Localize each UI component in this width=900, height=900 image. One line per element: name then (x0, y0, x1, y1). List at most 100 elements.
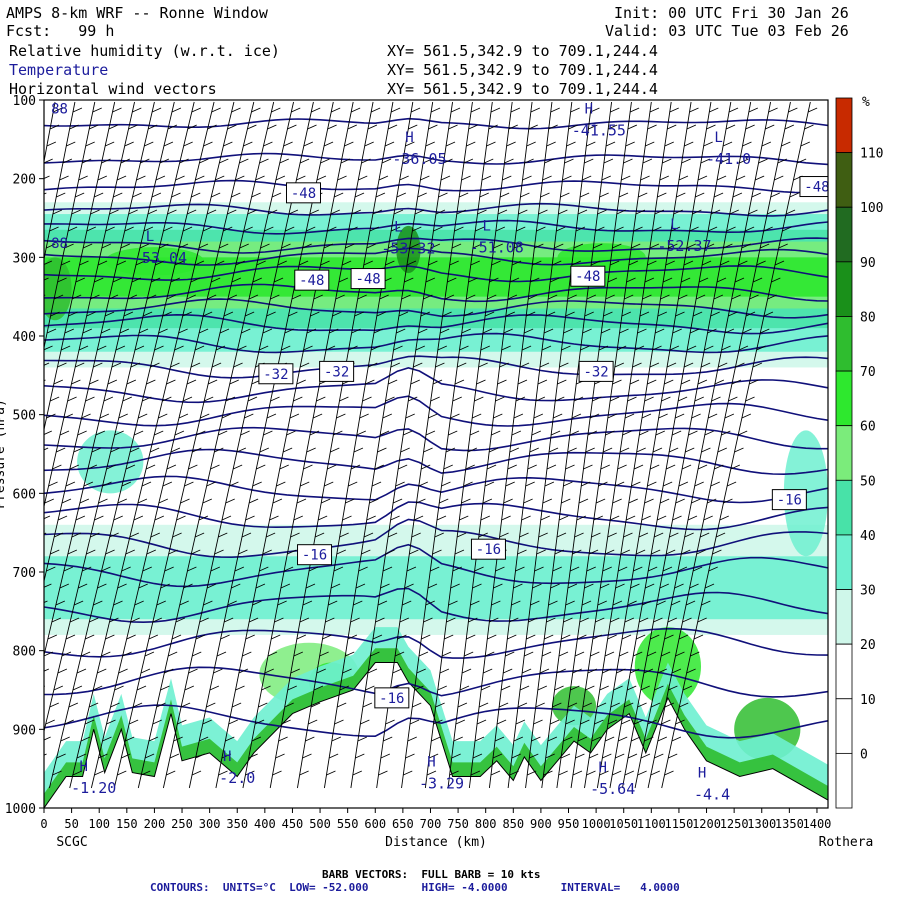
wind-barb-flag (491, 430, 501, 436)
wind-barb-flag (435, 702, 445, 708)
wind-barb-flag (741, 413, 752, 419)
wind-barb-flag (689, 328, 700, 334)
wind-barb-flag (162, 396, 172, 402)
wind-barb-flag (552, 702, 562, 708)
wind-barb-flag (89, 124, 99, 130)
contour-label-box (470, 538, 506, 560)
wind-barb-flag (175, 175, 185, 181)
wind-barb-flag (588, 753, 599, 759)
wind-barb-flag (738, 260, 748, 266)
temperature-contour (44, 543, 828, 588)
wind-barb-flag (448, 430, 458, 436)
wind-barb-flag (94, 277, 104, 283)
wind-barb-flag (469, 430, 480, 436)
wind-barb-flag (344, 141, 354, 147)
wind-barb-flag (624, 617, 635, 623)
wind-barb-flag (561, 634, 571, 640)
y-tick-label: 1000 (5, 802, 36, 817)
wind-barb-flag (472, 243, 483, 249)
wind-barb-flag (565, 600, 575, 606)
temperature-contour (44, 237, 828, 254)
wind-barb-flag (605, 430, 615, 436)
wind-barb-flag (155, 175, 166, 181)
wind-barb-flag (678, 481, 689, 487)
extremum-kind: H (698, 765, 706, 781)
wind-barb-flag (272, 770, 282, 776)
wind-barb-flag (672, 515, 682, 521)
wind-barb-flag (425, 430, 436, 436)
wind-barb-flag (360, 719, 370, 725)
wind-barb-flag (380, 753, 391, 759)
wind-barb-flag (71, 294, 82, 300)
wind-barb-flag (342, 515, 352, 521)
wind-barb-flag (519, 362, 530, 368)
wind-barb-flag (276, 481, 286, 487)
wind-barb-flag (630, 668, 640, 674)
wind-barb-flag (563, 328, 573, 334)
wind-barb-flag (574, 532, 584, 538)
wind-barb-flag (378, 770, 388, 776)
wind-barb-flag (281, 243, 291, 249)
wind-barb-flag (537, 685, 548, 691)
contour-label-box (285, 182, 321, 204)
wind-barb-flag (760, 328, 770, 334)
wind-barb-flag (480, 345, 490, 351)
wind-barb-flag (534, 243, 544, 249)
wind-barb-flag (82, 328, 93, 334)
wind-barb-flag (521, 515, 531, 521)
wind-barb-flag (202, 719, 212, 725)
wind-barb-flag (342, 668, 352, 674)
wind-barb-flag (538, 532, 548, 538)
wind-barb-flag (339, 685, 350, 691)
wind-barb-flag (385, 260, 395, 266)
wind-barb-flag (270, 294, 280, 300)
right-endpoint-label: Rothera (819, 835, 874, 850)
wind-barb-flag (700, 158, 711, 164)
wind-barb-flag (211, 107, 221, 113)
wind-barb-flag (287, 685, 297, 691)
wind-barb-flag (350, 107, 361, 113)
x-tick-label: 650 (392, 817, 414, 831)
wind-barb-flag (529, 753, 539, 759)
wind-barb-flag (664, 770, 674, 776)
wind-barb-flag (358, 175, 368, 181)
contour-label-box (294, 269, 330, 291)
wind-barb-flag (46, 566, 56, 572)
wind-barb-flag (528, 294, 538, 300)
wind-barb-flag (646, 651, 657, 657)
wind-barb-flag (664, 702, 675, 708)
colorbar-segment (835, 589, 853, 645)
wind-barb-flag (535, 396, 546, 402)
wind-barb-flag (672, 328, 682, 334)
wind-barb-flag (728, 396, 738, 402)
temperature-contour (44, 298, 828, 319)
wind-barb-flag (48, 481, 58, 487)
wind-barb-flag (505, 481, 515, 487)
wind-barb-flag (6, 363, 15, 367)
extremum-value: -5.64 (590, 780, 635, 798)
wind-barb-flag (78, 175, 88, 181)
wind-barb-flag (461, 175, 471, 181)
wind-barb-flag (704, 345, 714, 351)
wind-barb-flag (492, 753, 503, 759)
wind-barb-flag (108, 294, 119, 300)
wind-barb-flag (229, 481, 239, 487)
wind-barb-flag (313, 685, 324, 691)
wind-barb-flag (629, 379, 640, 385)
wind-barb-flag (556, 532, 567, 538)
wind-barb-flag (76, 668, 87, 674)
wind-barb-flag (288, 209, 299, 215)
wind-barb-flag (531, 430, 541, 436)
wind-barb-flag (242, 651, 252, 657)
wind-barb-flag (394, 651, 405, 657)
wind-barb-flag (269, 515, 279, 521)
wind-barb-flag (707, 328, 717, 334)
wind-barb-flag (231, 277, 242, 283)
wind-barb-flag (225, 396, 236, 402)
barb-legend: BARB VECTORS: FULL BARB = 10 kts (322, 868, 541, 881)
wind-barb-flag (163, 141, 174, 147)
wind-barb-flag (47, 634, 58, 640)
wind-barb-flag (599, 770, 609, 776)
wind-barb-flag (692, 566, 703, 572)
